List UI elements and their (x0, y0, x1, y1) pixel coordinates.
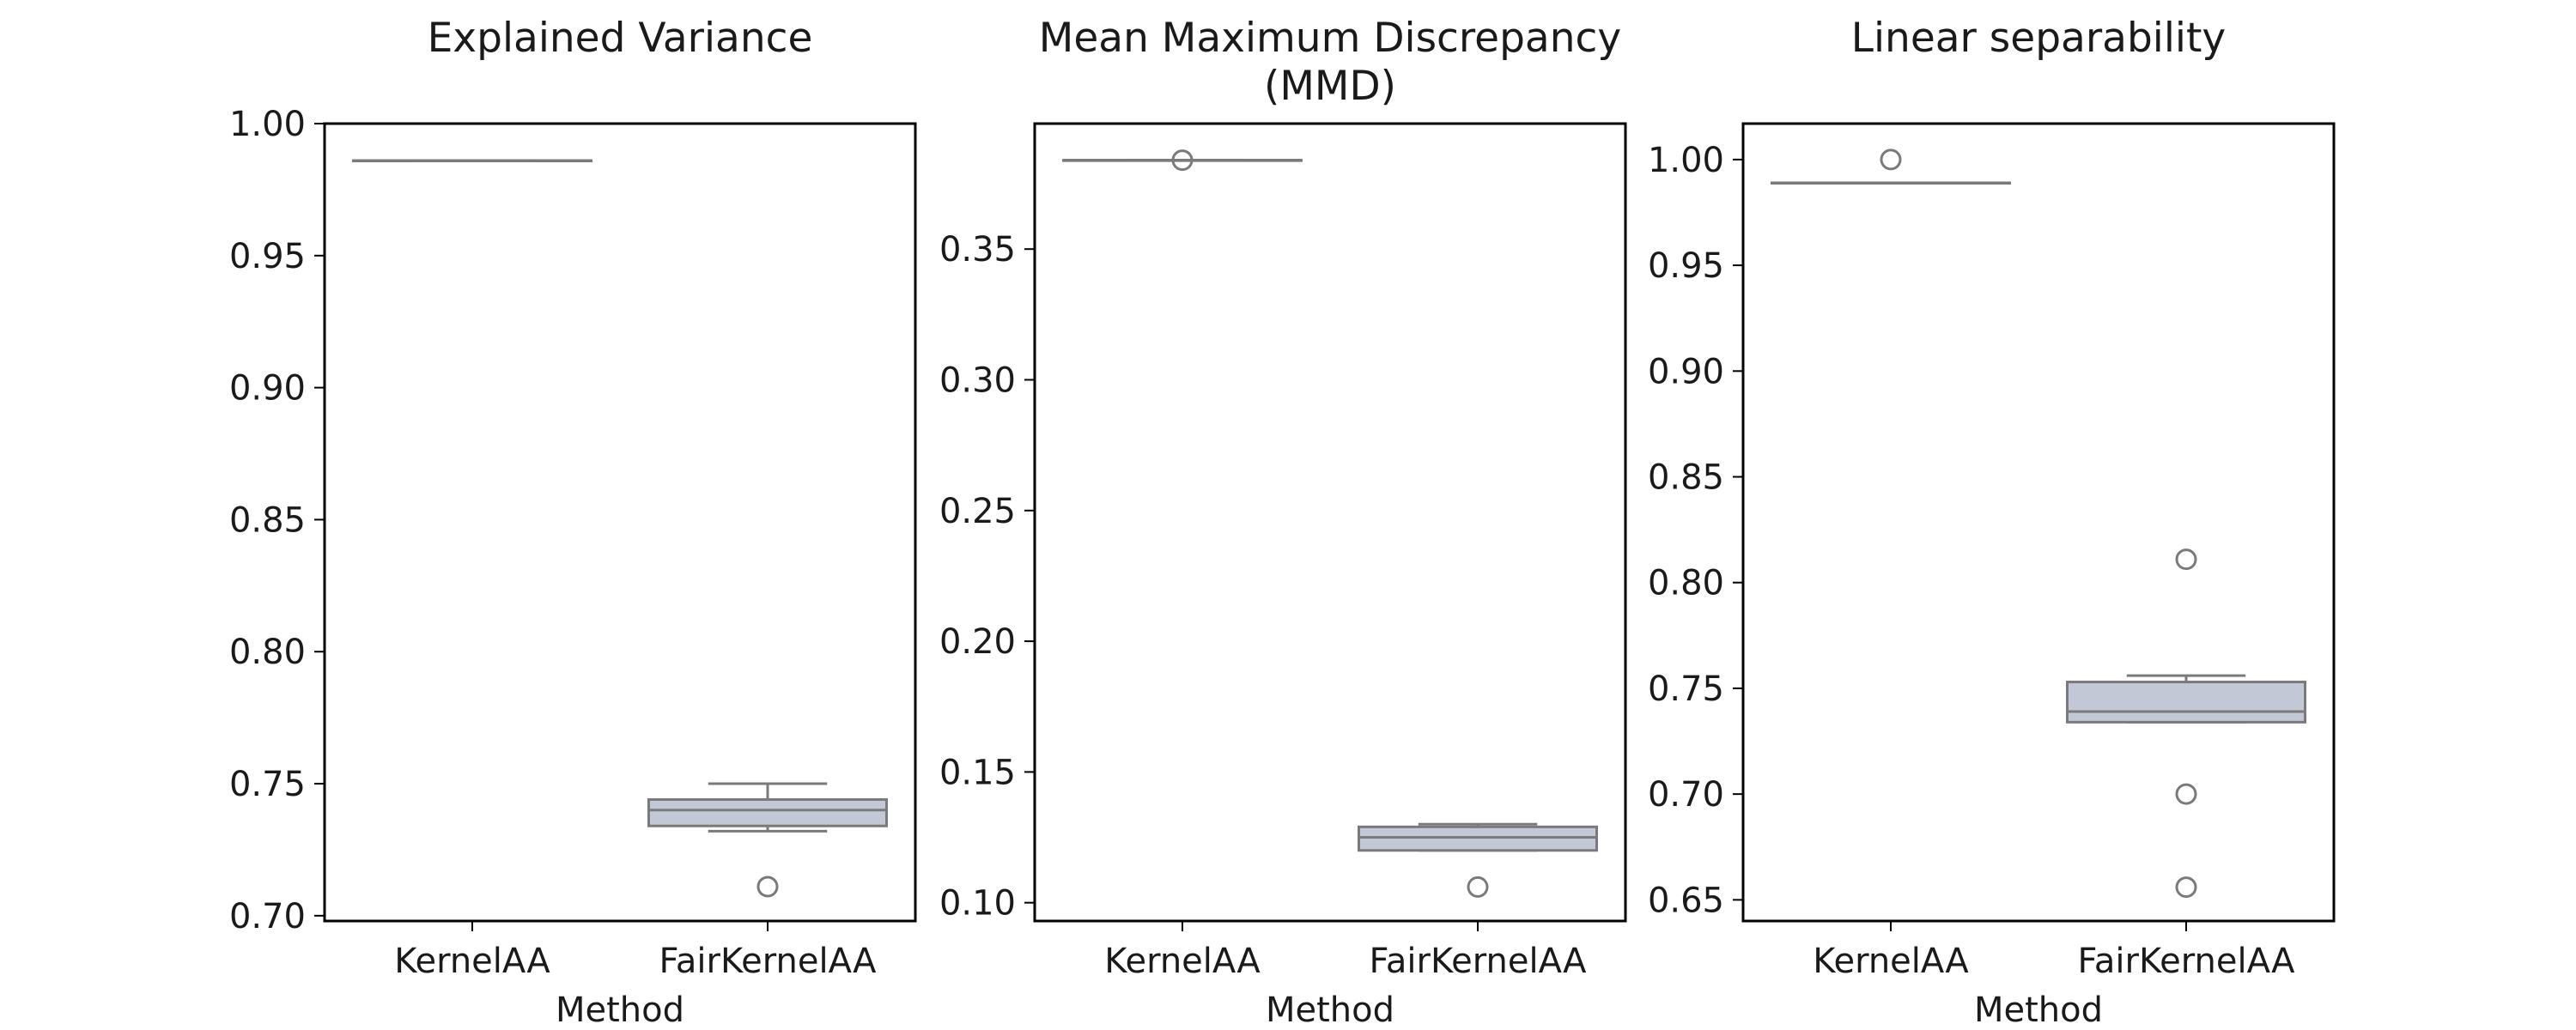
box-fairkernelaa (647, 782, 888, 898)
box-kernelaa (1771, 148, 2011, 185)
x-tick-label: FairKernelAA (2078, 942, 2296, 981)
y-tick-label: 1.00 (229, 105, 306, 144)
y-tick-label: 0.75 (1648, 670, 1724, 709)
chart-title-line: Explained Variance (428, 15, 813, 62)
outlier-point (2175, 876, 2197, 899)
x-axis-label: Method (1974, 991, 2103, 1030)
y-tick-label: 0.85 (1648, 458, 1724, 498)
y-tick-label: 0.95 (1648, 246, 1724, 286)
y-tick-label: 0.10 (939, 884, 1016, 924)
chart-title-line: Mean Maximum Discrepancy (1039, 15, 1621, 62)
box-fairkernelaa (1358, 822, 1598, 898)
y-tick-label: 0.30 (939, 360, 1016, 400)
y-tick-label: 0.75 (229, 765, 306, 804)
outlier-point (1171, 149, 1194, 172)
outlier-point (2175, 783, 2197, 805)
chart-title-line: (MMD) (1264, 63, 1396, 110)
y-tick-label: 0.80 (229, 633, 306, 672)
chart-title-line: Linear separability (1851, 15, 2226, 62)
x-tick-label: FairKernelAA (1370, 942, 1588, 981)
chart-title: Explained Variance (428, 15, 813, 62)
outlier-point (756, 876, 779, 898)
box-kernelaa (1062, 149, 1303, 172)
y-tick-label: 0.65 (1648, 881, 1724, 920)
plot-frame (1741, 122, 2336, 923)
y-tick-label: 0.90 (229, 369, 306, 409)
x-axis-label: Method (556, 991, 684, 1030)
outlier-point (1880, 148, 1902, 171)
chart-title: Linear separability (1851, 15, 2226, 62)
y-tick-label: 0.90 (1648, 352, 1724, 391)
y-tick-label: 0.35 (939, 230, 1016, 270)
y-tick-label: 0.70 (1648, 775, 1724, 815)
x-tick-label: KernelAA (1813, 942, 1969, 981)
plot-frame (323, 122, 917, 923)
y-tick-label: 0.15 (939, 753, 1016, 792)
plot-frame (1033, 122, 1627, 923)
outlier-point (1467, 876, 1489, 898)
y-tick-label: 0.80 (1648, 564, 1724, 603)
box-body (2066, 681, 2306, 724)
x-tick-label: KernelAA (394, 942, 550, 981)
y-tick-label: 0.85 (229, 500, 306, 540)
box-body (647, 797, 888, 827)
y-tick-label: 0.95 (229, 237, 306, 276)
y-tick-label: 1.00 (1648, 141, 1724, 180)
chart-title: Mean Maximum Discrepancy (MMD) (1039, 15, 1621, 110)
panel-explained-variance: Explained Variance 0.70 0.75 0.80 0.85 0.90 0.… (229, 15, 917, 1030)
y-tick-label: 0.20 (939, 622, 1016, 662)
y-tick-label: 0.70 (229, 897, 306, 936)
outlier-point (2175, 548, 2197, 571)
y-tick-label: 0.25 (939, 492, 1016, 531)
panel-linear-separability: Linear separability 0.65 0.70 0.75 0.80 0.85 0… (1648, 15, 2336, 1030)
x-tick-label: KernelAA (1104, 942, 1261, 981)
box-fairkernelaa (2066, 548, 2306, 899)
x-tick-label: FairKernelAA (659, 942, 878, 981)
panel-mmd: Mean Maximum Discrepancy (MMD) 0.10 0.15 0.2… (939, 15, 1627, 1030)
x-axis-label: Method (1266, 991, 1394, 1030)
box-body (1358, 825, 1598, 852)
